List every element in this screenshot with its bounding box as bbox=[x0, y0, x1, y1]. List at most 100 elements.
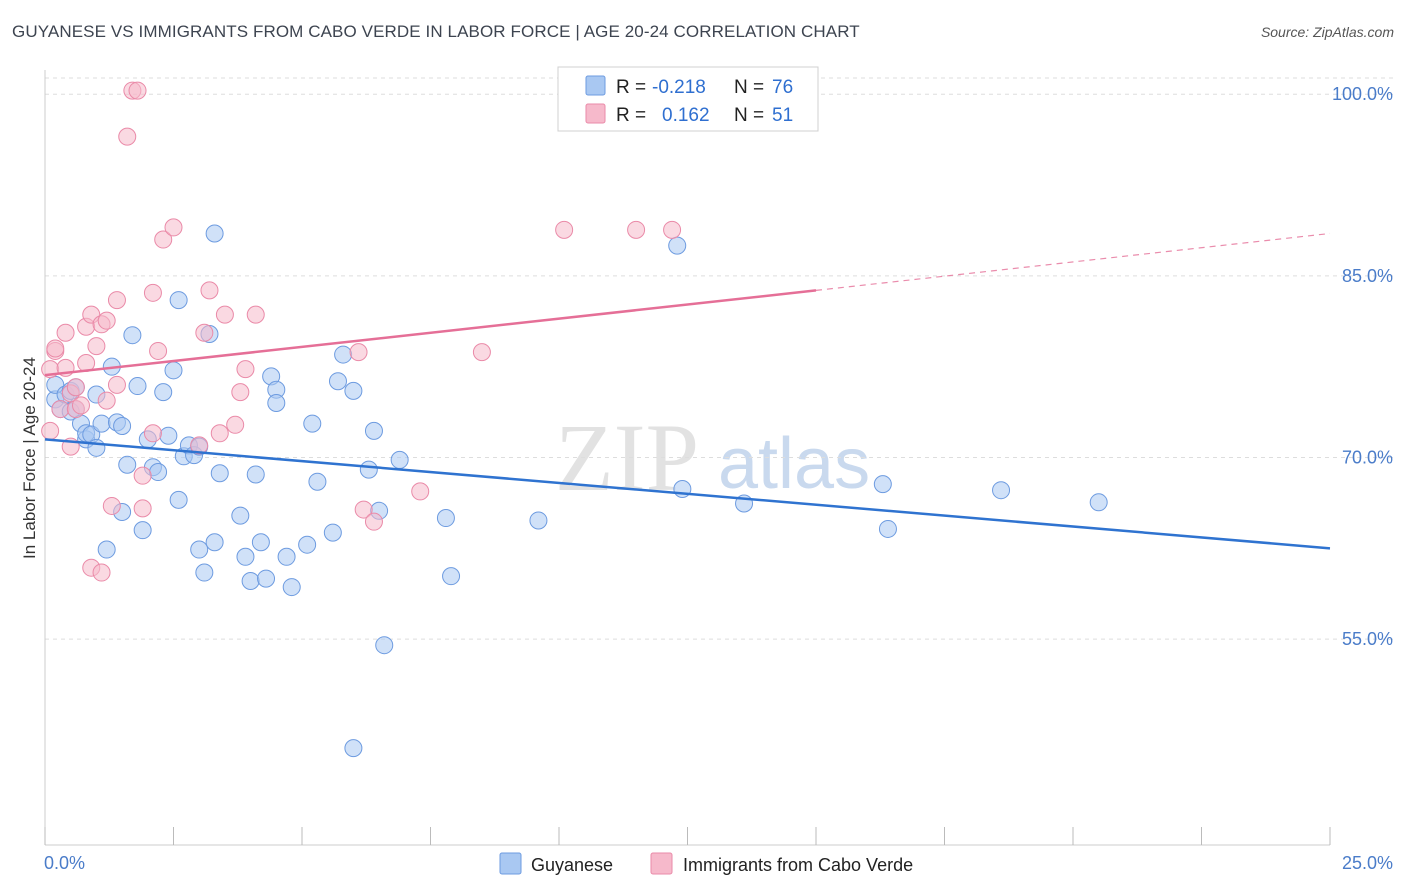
source-label: Source: ZipAtlas.com bbox=[1260, 24, 1394, 40]
caboverde-point bbox=[190, 436, 209, 455]
caboverde-point bbox=[154, 230, 173, 249]
caboverde-point bbox=[354, 500, 373, 519]
guyanese-point bbox=[323, 523, 342, 542]
caboverde-point bbox=[56, 323, 75, 342]
guyanese-point bbox=[154, 383, 173, 402]
caboverde-point bbox=[555, 220, 574, 239]
guyanese-point bbox=[236, 547, 255, 566]
guyanese-point bbox=[375, 636, 394, 655]
caboverde-point bbox=[102, 496, 121, 515]
guyanese-point bbox=[1089, 493, 1108, 512]
caboverde-point bbox=[143, 283, 162, 302]
guyanese-point bbox=[364, 421, 383, 440]
guyanese-point bbox=[257, 569, 276, 588]
guyanese-point bbox=[298, 535, 317, 554]
bottom-legend-caboverde: Immigrants from Cabo Verde bbox=[683, 855, 913, 875]
legend-r-label: R = bbox=[616, 105, 646, 126]
caboverde-trend-line bbox=[44, 289, 817, 377]
x-tick-label: 0.0% bbox=[44, 853, 85, 873]
guyanese-point bbox=[344, 739, 363, 758]
bottom-legend-guyanese: Guyanese bbox=[531, 855, 613, 875]
guyanese-point bbox=[128, 377, 147, 396]
caboverde-point bbox=[71, 396, 90, 415]
guyanese-point bbox=[246, 465, 265, 484]
guyanese-point bbox=[328, 372, 347, 391]
guyanese-point bbox=[149, 463, 168, 482]
caboverde-point bbox=[107, 375, 126, 394]
guyanese-point bbox=[169, 490, 188, 509]
guyanese-point bbox=[92, 414, 111, 433]
caboverde-point bbox=[195, 323, 214, 342]
y-tick-label: 70.0% bbox=[1342, 448, 1393, 468]
guyanese-point bbox=[195, 563, 214, 582]
caboverde-point bbox=[215, 305, 234, 324]
x-tick-label: 25.0% bbox=[1342, 853, 1393, 873]
caboverde-point bbox=[46, 339, 65, 358]
caboverde-point bbox=[200, 281, 219, 300]
caboverde-point bbox=[663, 220, 682, 239]
legend-n-label: N = bbox=[734, 77, 764, 98]
guyanese-point bbox=[190, 540, 209, 559]
guyanese-point bbox=[436, 509, 455, 528]
legend-swatch-caboverde bbox=[585, 103, 606, 124]
caboverde-point bbox=[236, 360, 255, 379]
legend-r-value: -0.218 bbox=[652, 77, 706, 98]
chart-title: GUYANESE VS IMMIGRANTS FROM CABO VERDE I… bbox=[12, 22, 860, 41]
legend-r-value: 0.162 bbox=[662, 105, 710, 126]
caboverde-point bbox=[246, 305, 265, 324]
legend: R = -0.218 N = 76 R = 0.162 N = 51 bbox=[557, 66, 819, 132]
y-axis-label: In Labor Force | Age 20-24 bbox=[20, 357, 39, 559]
bottom-legend-swatch-caboverde bbox=[650, 852, 673, 875]
guyanese-point bbox=[390, 450, 409, 469]
caboverde-point bbox=[51, 400, 70, 419]
guyanese-point bbox=[303, 414, 322, 433]
legend-swatch-guyanese bbox=[585, 75, 606, 96]
caboverde-point bbox=[349, 343, 368, 362]
guyanese-point bbox=[123, 326, 142, 345]
caboverde-point bbox=[210, 424, 229, 443]
caboverde-point bbox=[92, 563, 111, 582]
caboverde-point bbox=[118, 127, 137, 146]
y-tick-label: 100.0% bbox=[1332, 84, 1393, 104]
trend-lines bbox=[44, 232, 1331, 550]
guyanese-trend-line bbox=[44, 438, 1331, 550]
caboverde-point bbox=[231, 383, 250, 402]
guyanese-point bbox=[878, 519, 897, 538]
guyanese-point bbox=[359, 460, 378, 479]
guyanese-point bbox=[159, 426, 178, 445]
guyanese-point bbox=[118, 455, 137, 474]
caboverde-point bbox=[133, 466, 152, 485]
guyanese-points bbox=[46, 224, 1108, 758]
x-tick-labels: 0.0% 25.0% bbox=[44, 853, 1393, 873]
guyanese-point bbox=[164, 361, 183, 380]
caboverde-points bbox=[41, 81, 682, 582]
caboverde-point bbox=[66, 378, 85, 397]
bottom-legend: Guyanese Immigrants from Cabo Verde bbox=[499, 852, 913, 875]
guyanese-point bbox=[169, 291, 188, 310]
guyanese-point bbox=[992, 481, 1011, 500]
bottom-legend-swatch-guyanese bbox=[499, 852, 522, 875]
legend-n-value: 76 bbox=[772, 77, 793, 98]
guyanese-point bbox=[267, 394, 286, 413]
guyanese-point bbox=[251, 533, 270, 552]
caboverde-point bbox=[364, 512, 383, 531]
caboverde-point bbox=[226, 415, 245, 434]
caboverde-point bbox=[472, 343, 491, 362]
guyanese-point bbox=[133, 521, 152, 540]
guyanese-point bbox=[529, 511, 548, 530]
caboverde-point bbox=[164, 218, 183, 237]
guyanese-point bbox=[210, 464, 229, 483]
caboverde-point bbox=[411, 482, 430, 501]
guyanese-point bbox=[205, 533, 224, 552]
guyanese-point bbox=[277, 547, 296, 566]
legend-n-value: 51 bbox=[772, 105, 793, 126]
guyanese-point bbox=[668, 236, 687, 255]
caboverde-trend-extension bbox=[815, 232, 1331, 291]
guyanese-point bbox=[308, 472, 327, 491]
guyanese-point bbox=[241, 572, 260, 591]
caboverde-point bbox=[97, 391, 116, 410]
caboverde-point bbox=[107, 291, 126, 310]
caboverde-point bbox=[87, 337, 106, 356]
guyanese-point bbox=[873, 475, 892, 494]
